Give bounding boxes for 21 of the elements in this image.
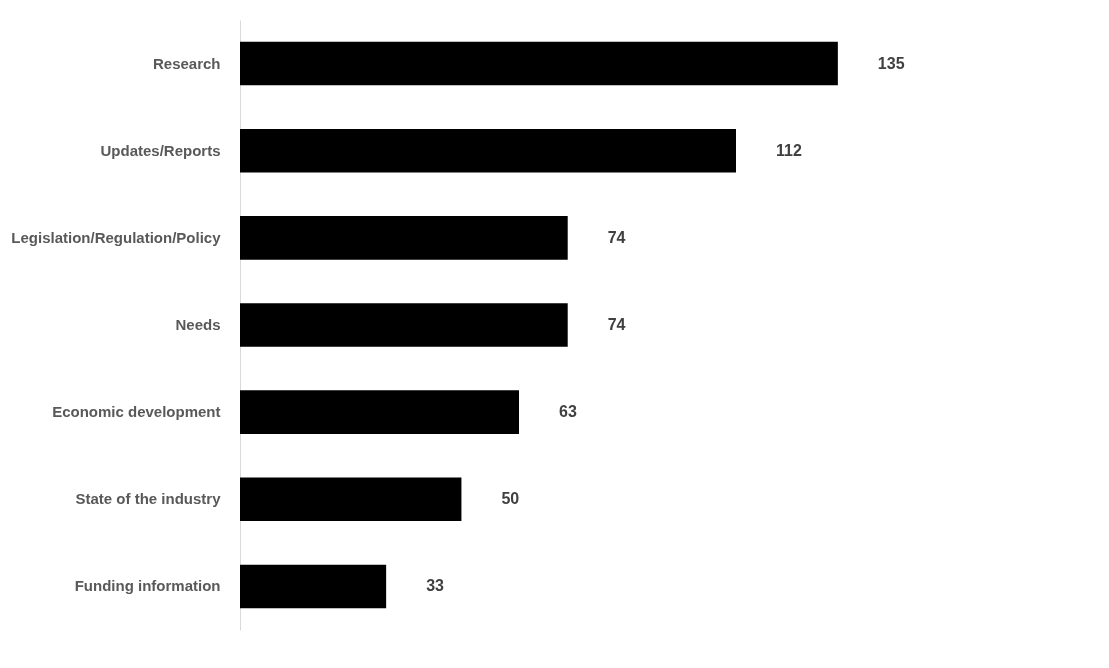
y-tick-label: Legislation/Regulation/Policy xyxy=(11,228,222,246)
bar xyxy=(240,41,838,86)
data-label: 74 xyxy=(607,316,626,333)
y-tick-label: Needs xyxy=(175,316,221,333)
data-label: 63 xyxy=(559,403,577,421)
bar xyxy=(240,564,387,609)
data-label: 74 xyxy=(607,228,626,246)
data-label: 33 xyxy=(426,577,445,595)
bar xyxy=(240,477,462,522)
y-tick-label: Updates/Reports xyxy=(100,141,221,159)
data-label: 112 xyxy=(776,141,802,159)
y-tick-label: Funding information xyxy=(74,577,221,595)
bar xyxy=(240,390,519,434)
data-label: 50 xyxy=(501,490,520,508)
bar xyxy=(240,303,568,347)
bar xyxy=(240,216,568,260)
data-label: 135 xyxy=(877,54,905,72)
y-tick-label: State of the industry xyxy=(75,490,222,508)
bar xyxy=(240,128,736,173)
y-tick-label: Economic development xyxy=(52,403,221,421)
y-tick-label: Research xyxy=(152,54,221,72)
